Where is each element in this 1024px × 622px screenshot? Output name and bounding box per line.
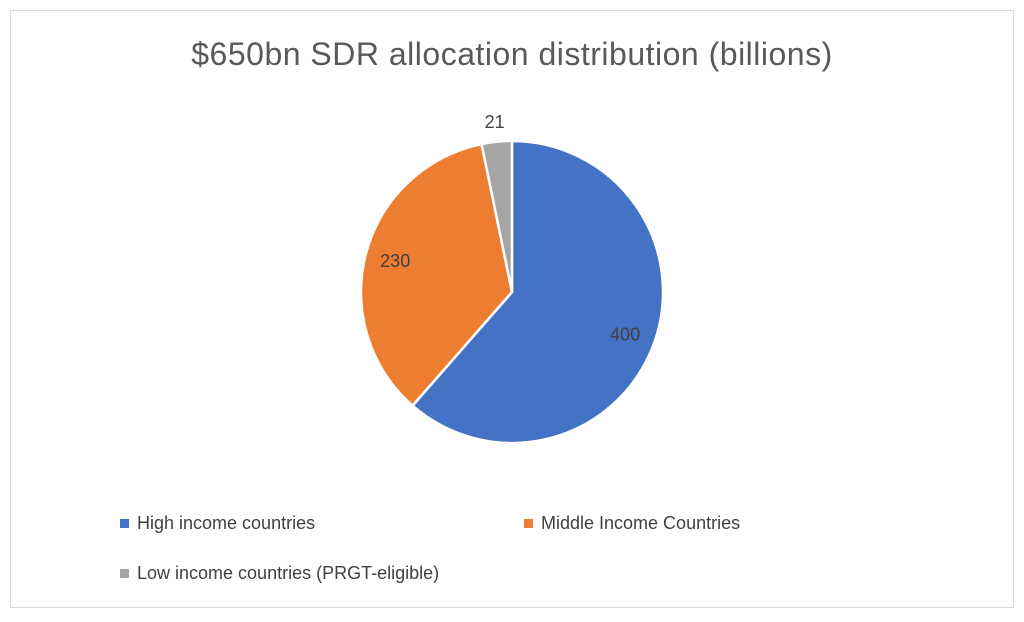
data-label-high-income: 400: [610, 325, 640, 345]
legend-label-middle-income: Middle Income Countries: [541, 513, 741, 533]
pie-slice-middle-income: [359, 142, 514, 407]
legend-item-middle-income: Middle Income Countries: [524, 513, 740, 534]
pie-slice-high-income: [411, 139, 665, 445]
legend-swatch-middle-income: [524, 519, 533, 528]
legend-item-low-income: Low income countries (PRGT-eligible): [120, 563, 439, 584]
pie-slice-low-income: [480, 139, 514, 294]
legend-item-high-income: High income countries: [120, 513, 315, 534]
legend-swatch-low-income: [120, 569, 129, 578]
legend-swatch-high-income: [120, 519, 129, 528]
legend-label-low-income: Low income countries (PRGT-eligible): [137, 563, 440, 583]
data-label-low-income: 21: [485, 112, 505, 132]
data-label-middle-income: 230: [380, 251, 410, 271]
legend-label-high-income: High income countries: [137, 513, 316, 533]
chart-title: $650bn SDR allocation distribution (bill…: [191, 36, 833, 72]
